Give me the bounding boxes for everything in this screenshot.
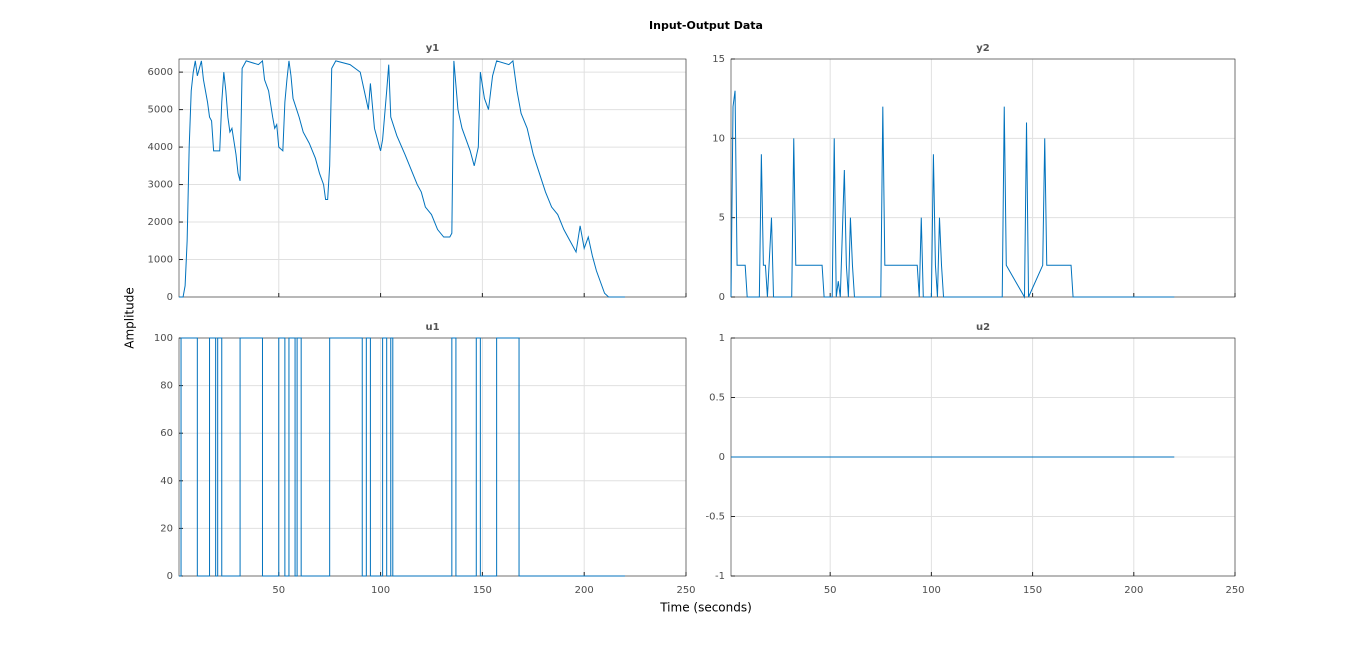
y-tick-label: 100 xyxy=(154,333,173,344)
y-tick-label: 80 xyxy=(160,381,173,392)
y-tick-label: 40 xyxy=(160,476,173,487)
plot-area xyxy=(179,59,686,297)
figure-title: Input-Output Data xyxy=(649,19,763,32)
y-tick-label: 0.5 xyxy=(709,393,725,404)
y-tick-label: 4000 xyxy=(148,142,173,153)
y-tick-label: 10 xyxy=(712,133,725,144)
y-tick-label: 2000 xyxy=(148,217,173,228)
y-tick-label: 0 xyxy=(719,452,725,463)
x-tick-label: 100 xyxy=(371,585,390,596)
subplot-title: y2 xyxy=(976,43,990,54)
x-tick-label: 250 xyxy=(676,585,695,596)
y-axis-label: Amplitude xyxy=(123,287,137,349)
y-tick-label: 1 xyxy=(719,333,725,344)
y-tick-label: -0.5 xyxy=(705,512,725,523)
y-tick-label: 0 xyxy=(167,292,173,303)
plot-area xyxy=(731,59,1235,297)
x-axis-label: Time (seconds) xyxy=(659,601,752,615)
y-tick-label: 0 xyxy=(167,571,173,582)
y-tick-label: 60 xyxy=(160,428,173,439)
y-tick-label: 0 xyxy=(719,292,725,303)
subplot-title: u1 xyxy=(425,322,439,333)
data-line xyxy=(179,337,625,577)
x-tick-label: 50 xyxy=(272,585,285,596)
y-tick-label: 6000 xyxy=(148,67,173,78)
y-tick-label: 5000 xyxy=(148,105,173,116)
y-tick-label: 20 xyxy=(160,523,173,534)
plot-frame xyxy=(178,58,687,298)
x-tick-label: 150 xyxy=(1023,585,1042,596)
x-tick-label: 200 xyxy=(1124,585,1143,596)
x-tick-label: 150 xyxy=(473,585,492,596)
y-tick-label: 1000 xyxy=(148,255,173,266)
x-tick-label: 250 xyxy=(1225,585,1244,596)
plot-area xyxy=(179,338,686,576)
x-tick-label: 100 xyxy=(922,585,941,596)
y-tick-label: 15 xyxy=(712,54,725,65)
y-tick-label: 5 xyxy=(719,213,725,224)
data-line xyxy=(730,90,1175,299)
subplot-title: y1 xyxy=(426,43,440,54)
y-tick-label: -1 xyxy=(715,571,725,582)
data-line xyxy=(179,59,625,298)
x-tick-label: 200 xyxy=(575,585,594,596)
subplot-title: u2 xyxy=(976,322,990,333)
y-tick-label: 3000 xyxy=(148,180,173,191)
x-tick-label: 50 xyxy=(824,585,837,596)
